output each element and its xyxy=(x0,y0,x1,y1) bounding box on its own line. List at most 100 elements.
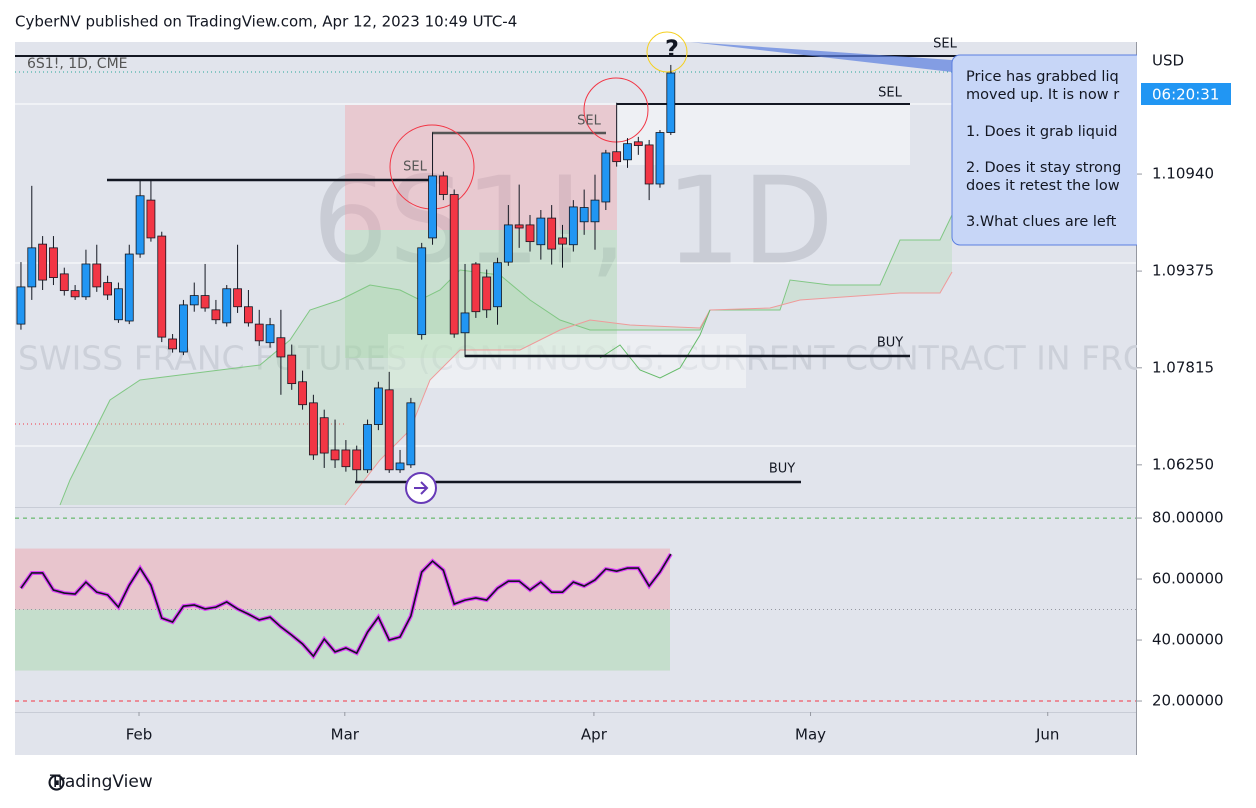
rsi-band xyxy=(15,609,670,671)
candle-body xyxy=(124,253,134,322)
callout-line: 3.What clues are left xyxy=(966,214,1117,230)
axes: Feb Mar Apr May Jun 1.10940 1.09375 1.07815 1.06… xyxy=(15,165,1224,744)
callout-line: moved up. It is now r xyxy=(966,87,1119,103)
candle-body xyxy=(92,263,102,288)
candle-body xyxy=(395,462,405,471)
level-label: SEL xyxy=(933,37,957,52)
callout-text: Price has grabbed liq moved up. It is now… xyxy=(966,69,1121,230)
candle-body xyxy=(16,286,26,325)
candle-body xyxy=(482,276,492,311)
candle-body xyxy=(59,273,69,292)
candle-body xyxy=(352,449,362,471)
brand-name: TradingView xyxy=(49,772,153,792)
candle-body xyxy=(146,199,156,239)
y-tick-label: 20.00000 xyxy=(1152,692,1224,710)
candle-body xyxy=(460,312,470,334)
highlight-circle xyxy=(646,31,688,73)
candle-body xyxy=(254,323,264,342)
y-tick-label: 1.06250 xyxy=(1152,455,1214,473)
candle-body xyxy=(81,263,91,298)
x-tick-label: Jun xyxy=(1035,726,1059,744)
x-tick-label: May xyxy=(795,726,826,744)
candle-body xyxy=(547,217,557,250)
ichimoku-cloud xyxy=(60,215,952,505)
candle-body xyxy=(514,224,524,229)
candle-body xyxy=(276,337,286,358)
y-tick-label: 80.00000 xyxy=(1152,509,1224,527)
callout-line: 2. Does it stay strong xyxy=(966,160,1121,176)
chart-background xyxy=(15,42,1136,755)
candle-body xyxy=(287,354,297,385)
candle-body xyxy=(135,195,145,255)
ichimoku-span-a xyxy=(59,214,953,506)
y-tick-label: 1.07815 xyxy=(1152,358,1214,376)
brand-logo: ⨀ xyxy=(48,772,65,792)
candle-body xyxy=(308,402,318,456)
ichimoku-lagging xyxy=(599,309,711,379)
candle-body xyxy=(27,247,37,288)
y-tick-label: 40.00000 xyxy=(1152,631,1224,649)
candle-body xyxy=(70,290,80,298)
publish-header: CyberNV published on TradingView.com, Ap… xyxy=(15,13,517,31)
rsi-line xyxy=(20,553,672,658)
ichimoku-span-b xyxy=(344,271,953,506)
candle-body xyxy=(373,387,383,425)
candles xyxy=(16,64,676,483)
circle-label: SEL xyxy=(403,160,427,175)
candle-body xyxy=(655,132,665,185)
x-tick-label: Feb xyxy=(126,726,153,744)
price-axis xyxy=(1137,42,1241,755)
reward-zone xyxy=(345,230,617,358)
candle-body xyxy=(200,295,210,309)
circle-label: SEL xyxy=(577,114,601,129)
level-label: SEL xyxy=(878,86,902,101)
candle-body xyxy=(449,194,459,335)
currency-label: USD xyxy=(1152,52,1184,70)
x-tick-label: Apr xyxy=(581,726,608,744)
highlight-circle xyxy=(583,77,649,143)
x-tick-label: Mar xyxy=(331,726,360,744)
watermark-subtitle: SWISS FRANC FUTURES (CONTINUOUS: CURRENT… xyxy=(18,339,1207,378)
candle-body xyxy=(568,206,578,246)
candle-body xyxy=(623,143,632,161)
y-tick-label: 1.09375 xyxy=(1152,262,1214,280)
candle-body xyxy=(168,338,177,350)
candle-body xyxy=(406,402,416,466)
callout-line: does it retest the low xyxy=(966,178,1120,194)
candle-body xyxy=(525,224,535,243)
candle-body xyxy=(536,217,546,246)
candle-body xyxy=(644,144,654,185)
candle-body xyxy=(417,247,427,336)
candle-body xyxy=(179,304,188,353)
candle-body xyxy=(341,449,351,468)
candle-body xyxy=(330,449,340,461)
candle-body xyxy=(222,288,232,324)
candle-body xyxy=(633,141,643,146)
candle-body xyxy=(503,224,513,263)
candle-body xyxy=(601,152,611,203)
y-tick-label: 1.10940 xyxy=(1152,165,1214,183)
candle-body xyxy=(157,235,167,338)
candle-body xyxy=(319,417,329,454)
candle-body xyxy=(244,306,253,324)
candle-body xyxy=(666,72,676,133)
countdown-badge xyxy=(1141,83,1231,105)
y-tick-label: 60.00000 xyxy=(1152,570,1224,588)
candle-body xyxy=(428,175,437,239)
candle-body xyxy=(114,288,123,321)
candle-body xyxy=(233,288,242,308)
zone-box xyxy=(388,334,746,388)
candle-body xyxy=(612,151,622,163)
candle-body xyxy=(49,247,58,278)
level-label: BUY xyxy=(877,336,903,351)
candle-body xyxy=(579,207,589,223)
candle-body xyxy=(471,263,481,313)
callout-line: Price has grabbed liq xyxy=(966,69,1119,85)
candle-body xyxy=(211,309,221,321)
candle-body xyxy=(363,424,372,471)
replay-icon xyxy=(414,481,429,495)
callout-pointer xyxy=(690,42,952,72)
candle-body xyxy=(493,262,502,308)
symbol-label: 6S1!, 1D, CME xyxy=(27,56,128,72)
question-mark: ? xyxy=(665,35,679,63)
